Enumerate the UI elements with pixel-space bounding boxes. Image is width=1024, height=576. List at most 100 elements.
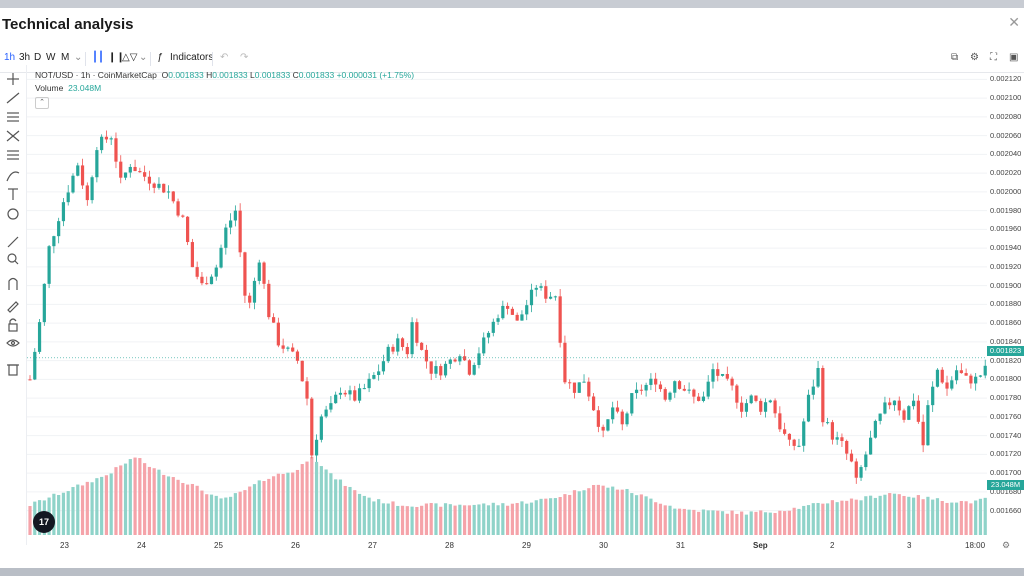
candle-body[interactable] bbox=[921, 421, 925, 446]
candle-body[interactable] bbox=[544, 286, 548, 299]
candle-body[interactable] bbox=[372, 375, 376, 379]
brush-icon[interactable] bbox=[6, 171, 20, 182]
candle-body[interactable] bbox=[845, 440, 849, 454]
camera-icon[interactable]: ▣ bbox=[1009, 52, 1019, 63]
candle-body[interactable] bbox=[286, 347, 290, 349]
indicators-button[interactable]: Indicators bbox=[170, 52, 214, 63]
candle-body[interactable] bbox=[491, 321, 495, 333]
candle-body[interactable] bbox=[377, 371, 381, 376]
candle-body[interactable] bbox=[381, 361, 386, 372]
candle-body[interactable] bbox=[147, 176, 152, 184]
candle-body[interactable] bbox=[186, 216, 190, 243]
candle-body[interactable] bbox=[634, 389, 639, 394]
candle-body[interactable] bbox=[28, 379, 32, 381]
candle-body[interactable] bbox=[357, 388, 362, 401]
candle-body[interactable] bbox=[697, 396, 701, 401]
candle-body[interactable] bbox=[520, 314, 524, 321]
interval-w[interactable]: W bbox=[46, 52, 56, 63]
candle-body[interactable] bbox=[37, 322, 42, 352]
zoom-icon[interactable] bbox=[7, 253, 19, 265]
candle-body[interactable] bbox=[238, 210, 242, 253]
candle-body[interactable] bbox=[157, 183, 161, 188]
candle-body[interactable] bbox=[935, 369, 940, 387]
candle-body[interactable] bbox=[252, 280, 257, 303]
candle-body[interactable] bbox=[716, 369, 720, 376]
candle-body[interactable] bbox=[587, 381, 591, 397]
eye-icon[interactable] bbox=[6, 339, 20, 347]
candle-body[interactable] bbox=[811, 386, 815, 395]
candle-body[interactable] bbox=[558, 296, 562, 343]
candle-body[interactable] bbox=[868, 437, 873, 455]
candle-body[interactable] bbox=[386, 346, 390, 362]
candle-body[interactable] bbox=[864, 454, 868, 468]
candle-body[interactable] bbox=[76, 165, 80, 176]
candle-body[interactable] bbox=[954, 370, 959, 381]
candle-body[interactable] bbox=[291, 347, 295, 352]
candle-body[interactable] bbox=[892, 400, 897, 406]
interval-1h[interactable]: 1h bbox=[4, 52, 16, 63]
candle-body[interactable] bbox=[195, 267, 199, 277]
tradingview-logo[interactable]: 17 bbox=[33, 511, 55, 533]
candle-body[interactable] bbox=[66, 192, 70, 203]
candle-body[interactable] bbox=[510, 308, 514, 315]
candle-body[interactable] bbox=[104, 136, 109, 140]
lock-icon[interactable] bbox=[8, 318, 18, 332]
bars-icon[interactable]: ❙❙ bbox=[108, 52, 125, 63]
candle-body[interactable] bbox=[257, 262, 261, 281]
candle-body[interactable] bbox=[773, 400, 777, 414]
candle-body[interactable] bbox=[143, 172, 147, 177]
settings-icon[interactable]: ⚙ bbox=[970, 52, 979, 63]
candle-body[interactable] bbox=[911, 400, 916, 407]
candle-body[interactable] bbox=[658, 384, 663, 390]
candle-body[interactable] bbox=[668, 392, 672, 400]
candle-body[interactable] bbox=[601, 426, 605, 431]
fullscreen-icon[interactable]: ⛶ bbox=[990, 52, 997, 63]
candle-body[interactable] bbox=[424, 349, 429, 362]
candle-body[interactable] bbox=[830, 422, 834, 440]
candle-body[interactable] bbox=[362, 388, 366, 390]
candle-body[interactable] bbox=[443, 363, 448, 376]
candle-body[interactable] bbox=[33, 351, 37, 380]
candle-body[interactable] bbox=[582, 381, 586, 383]
candle-body[interactable] bbox=[969, 375, 973, 384]
candle-body[interactable] bbox=[945, 382, 949, 389]
candle-body[interactable] bbox=[615, 407, 620, 412]
candle-body[interactable] bbox=[768, 400, 772, 403]
candle-body[interactable] bbox=[873, 420, 877, 438]
candle-body[interactable] bbox=[888, 402, 892, 406]
candle-body[interactable] bbox=[448, 359, 452, 364]
candle-body[interactable] bbox=[596, 410, 600, 427]
candle-body[interactable] bbox=[314, 439, 319, 456]
magnet-icon[interactable] bbox=[8, 277, 18, 291]
axis-settings-icon[interactable]: ⚙ bbox=[1002, 540, 1011, 550]
candle-body[interactable] bbox=[620, 411, 624, 425]
candle-body[interactable] bbox=[611, 407, 615, 420]
candle-body[interactable] bbox=[802, 421, 806, 446]
candle-body[interactable] bbox=[682, 388, 686, 391]
candle-body[interactable] bbox=[453, 359, 457, 362]
candle-body[interactable] bbox=[181, 215, 185, 217]
candle-body[interactable] bbox=[71, 175, 75, 193]
candle-body[interactable] bbox=[353, 390, 357, 401]
candle-body[interactable] bbox=[123, 172, 128, 178]
candle-body[interactable] bbox=[878, 413, 882, 421]
candle-body[interactable] bbox=[190, 242, 194, 268]
candle-body[interactable] bbox=[128, 166, 132, 173]
crosshair-icon[interactable] bbox=[7, 73, 19, 85]
trash-icon[interactable] bbox=[7, 364, 19, 376]
candle-body[interactable] bbox=[687, 389, 691, 391]
candle-body[interactable] bbox=[835, 437, 839, 440]
candle-body[interactable] bbox=[525, 305, 529, 315]
candle-body[interactable] bbox=[61, 202, 66, 222]
candle-body[interactable] bbox=[806, 394, 811, 422]
candle-body[interactable] bbox=[553, 296, 557, 298]
fib-icon[interactable] bbox=[7, 150, 19, 160]
interval-m[interactable]: M bbox=[61, 52, 70, 63]
candle-body[interactable] bbox=[281, 345, 285, 349]
candle-body[interactable] bbox=[735, 385, 739, 403]
redo-icon[interactable]: ↷ bbox=[240, 52, 249, 63]
candle-body[interactable] bbox=[482, 337, 486, 354]
candle-body[interactable] bbox=[52, 236, 56, 247]
candle-body[interactable] bbox=[740, 402, 744, 412]
candle-body[interactable] bbox=[978, 375, 983, 377]
